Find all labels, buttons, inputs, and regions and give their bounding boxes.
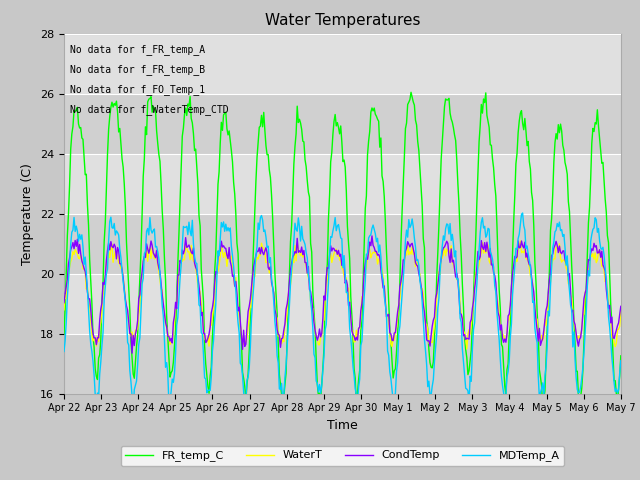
- Line: FR_temp_C: FR_temp_C: [64, 92, 621, 406]
- Text: No data for f_FR_temp_B: No data for f_FR_temp_B: [70, 64, 205, 75]
- WaterT: [519, 249, 527, 254]
- FR_temp_C: [617, 353, 625, 359]
- FR_temp_C: [362, 193, 370, 199]
- Bar: [64, 334, 621, 394]
- MDTemp_A: [326, 252, 333, 257]
- CondTemp: [368, 233, 376, 239]
- CondTemp: [519, 243, 527, 249]
- WaterT: [463, 346, 470, 352]
- Legend: FR_temp_C, WaterT, CondTemp, MDTemp_A: FR_temp_C, WaterT, CondTemp, MDTemp_A: [120, 446, 564, 466]
- Bar: [64, 94, 621, 154]
- Bar: [64, 34, 621, 94]
- MDTemp_A: [362, 252, 370, 257]
- Line: WaterT: WaterT: [64, 241, 621, 349]
- MDTemp_A: [518, 212, 525, 217]
- WaterT: [516, 238, 524, 244]
- CondTemp: [394, 309, 401, 315]
- Text: No data for f_FR_temp_A: No data for f_FR_temp_A: [70, 44, 205, 55]
- Text: No data for f_FO_Temp_1: No data for f_FO_Temp_1: [70, 84, 205, 95]
- FR_temp_C: [393, 349, 401, 355]
- FR_temp_C: [407, 89, 415, 95]
- Bar: [64, 214, 621, 274]
- Title: Water Temperatures: Water Temperatures: [265, 13, 420, 28]
- FR_temp_C: [606, 271, 614, 276]
- WaterT: [392, 329, 399, 335]
- WaterT: [617, 309, 625, 314]
- Y-axis label: Temperature (C): Temperature (C): [22, 163, 35, 264]
- MDTemp_A: [393, 368, 401, 374]
- MDTemp_A: [329, 228, 337, 234]
- CondTemp: [362, 255, 370, 261]
- MDTemp_A: [129, 407, 137, 413]
- Bar: [64, 154, 621, 214]
- WaterT: [328, 260, 335, 265]
- WaterT: [60, 307, 68, 313]
- Line: MDTemp_A: MDTemp_A: [64, 213, 621, 410]
- FR_temp_C: [60, 331, 68, 337]
- MDTemp_A: [617, 358, 625, 363]
- Bar: [64, 274, 621, 334]
- Line: CondTemp: CondTemp: [64, 236, 621, 353]
- MDTemp_A: [60, 348, 68, 354]
- FR_temp_C: [329, 131, 337, 137]
- FR_temp_C: [279, 403, 287, 409]
- FR_temp_C: [519, 120, 527, 126]
- Text: No data for f_WaterTemp_CTD: No data for f_WaterTemp_CTD: [70, 104, 228, 115]
- WaterT: [324, 264, 332, 270]
- CondTemp: [329, 245, 337, 251]
- CondTemp: [606, 302, 614, 308]
- CondTemp: [617, 303, 625, 309]
- CondTemp: [128, 350, 136, 356]
- CondTemp: [326, 253, 333, 259]
- FR_temp_C: [326, 192, 333, 198]
- CondTemp: [60, 300, 68, 306]
- WaterT: [606, 308, 614, 313]
- WaterT: [362, 268, 369, 274]
- X-axis label: Time: Time: [327, 419, 358, 432]
- MDTemp_A: [606, 324, 614, 330]
- MDTemp_A: [519, 210, 527, 216]
